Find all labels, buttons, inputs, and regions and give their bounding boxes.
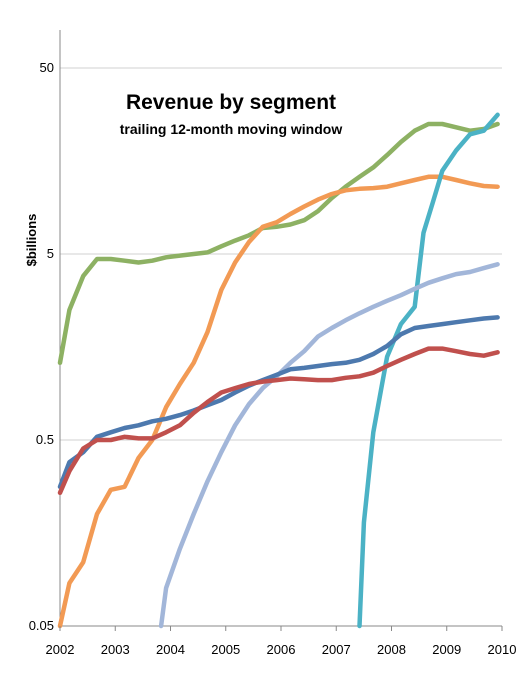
x-tick-label: 2004 (156, 642, 185, 657)
series-line-5 (57, 315, 500, 490)
x-tick-label: 2006 (267, 642, 296, 657)
x-tick-label: 2008 (377, 642, 406, 657)
y-tick-labels: 0.05 0.5 5 50 (29, 60, 54, 633)
series-line-4 (158, 262, 500, 629)
series-line-3 (357, 112, 500, 629)
series-line-6 (57, 346, 500, 496)
x-tick-label: 2007 (322, 642, 351, 657)
y-axis-label: $billions (24, 214, 39, 267)
y-tick-label: 0.05 (29, 618, 54, 633)
chart-title: Revenue by segment (126, 91, 336, 114)
x-tick-label: 2003 (101, 642, 130, 657)
x-tick-label: 2009 (432, 642, 461, 657)
x-tick-label: 2002 (46, 642, 75, 657)
x-tick-label: 2005 (211, 642, 240, 657)
x-tick-labels: 2002 2003 2004 2005 2006 2007 2008 2009 2010 (46, 626, 517, 657)
series-line-2 (57, 174, 500, 629)
y-tick-label: 50 (40, 60, 54, 75)
chart-subtitle: trailing 12-month moving window (120, 121, 343, 137)
y-tick-label: 0.5 (36, 432, 54, 447)
series-lines (57, 112, 500, 629)
y-tick-label: 5 (47, 246, 54, 261)
x-tick-label: 2010 (488, 642, 517, 657)
series-line-1 (57, 121, 500, 366)
